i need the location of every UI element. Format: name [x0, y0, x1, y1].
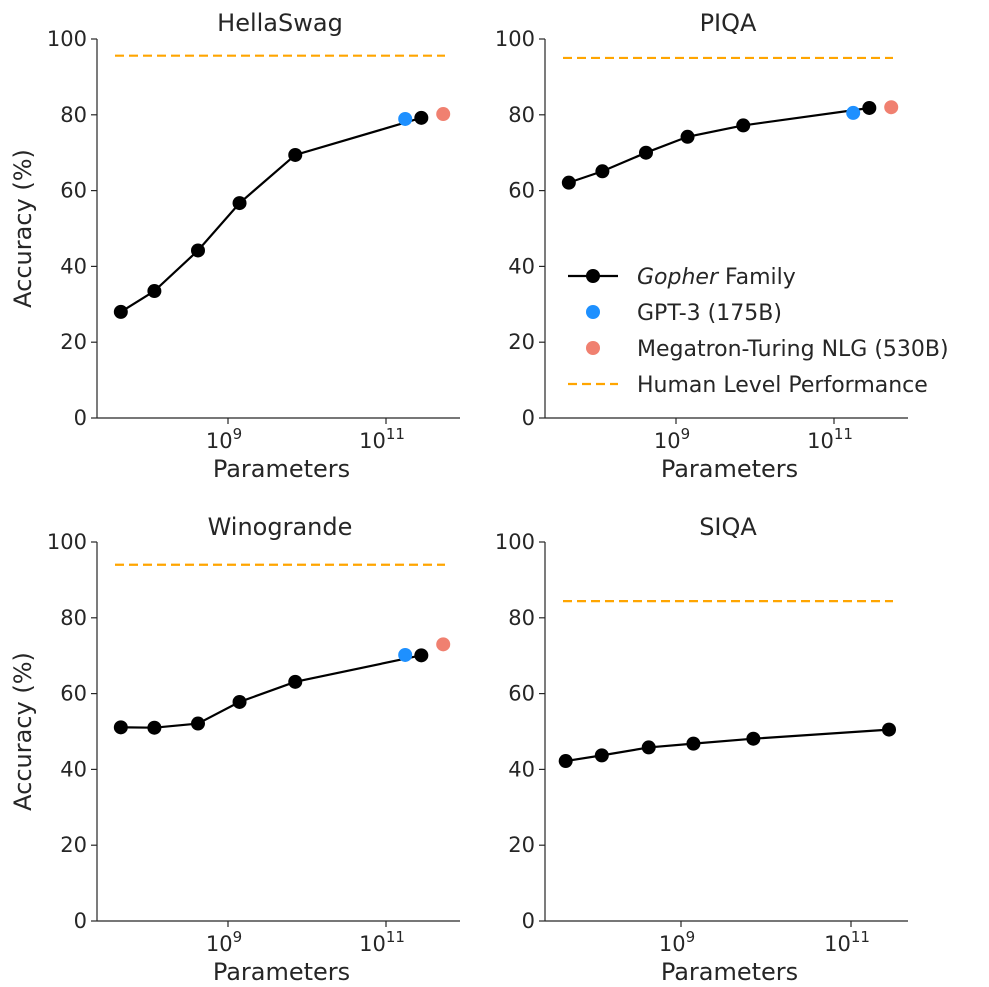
- x-tick-label: 1011: [359, 425, 405, 453]
- mtnlg-point: [436, 107, 451, 122]
- x-tick-label: 109: [206, 928, 242, 956]
- gopher-point: [862, 100, 877, 115]
- gopher-point: [746, 731, 761, 746]
- x-axis-label: Parameters: [661, 455, 798, 483]
- legend-item-human: Human Level Performance: [568, 373, 928, 398]
- gopher-point: [736, 118, 751, 133]
- legend: Gopher Family GPT-3 (175B) Megatron-Turing…: [568, 265, 949, 398]
- legend-label: Human Level Performance: [637, 373, 928, 398]
- panel-title: Winogrande: [208, 513, 353, 541]
- gpt3-point: [398, 647, 413, 662]
- panel-piqa: PIQA 0 20 40 60 80 100 109 1011 Parameters: [495, 9, 908, 483]
- gopher-point: [680, 129, 695, 144]
- y-tick-label: 0: [522, 406, 535, 430]
- x-tick-label: 109: [659, 928, 695, 956]
- y-tick-label: 60: [508, 179, 535, 203]
- gopher-line: [565, 728, 890, 763]
- legend-item-gopher: Gopher Family: [568, 265, 796, 290]
- x-tick-label: 109: [206, 425, 242, 453]
- panel-title: HellaSwag: [217, 9, 343, 37]
- panel-hellaswag: HellaSwag 0 20 40 60 80 100 109 1011 Parameters Ac…: [9, 9, 460, 483]
- gopher-point: [882, 722, 897, 737]
- gpt3-point: [398, 111, 413, 126]
- y-tick-label: 0: [74, 909, 87, 933]
- panel-siqa: SIQA 0 20 40 60 80 100 109 1011 Parameters: [495, 513, 908, 986]
- gopher-point: [288, 147, 303, 162]
- y-tick-label: 20: [508, 833, 535, 857]
- gopher-point: [232, 196, 247, 211]
- y-tick-label: 100: [495, 27, 535, 51]
- gopher-point: [414, 110, 429, 125]
- x-axis-label: Parameters: [661, 958, 798, 986]
- x-tick-label: 1011: [359, 928, 405, 956]
- y-tick-label: 0: [522, 909, 535, 933]
- panel-title: PIQA: [700, 9, 757, 37]
- legend-marker: [586, 269, 600, 283]
- gopher-point: [147, 720, 162, 735]
- gopher-point: [594, 748, 609, 763]
- y-tick-label: 20: [508, 330, 535, 354]
- gopher-point: [113, 304, 128, 319]
- y-tick-label: 20: [60, 330, 87, 354]
- y-axis-label: Accuracy (%): [9, 149, 37, 308]
- y-tick-label: 60: [60, 179, 87, 203]
- mtnlg-point: [436, 637, 451, 652]
- gopher-point: [113, 720, 128, 735]
- gopher-point: [288, 674, 303, 689]
- gopher-point: [232, 694, 247, 709]
- gopher-point: [190, 243, 205, 258]
- gopher-line: [120, 116, 422, 313]
- legend-marker: [586, 305, 600, 319]
- legend-item-gpt3: GPT-3 (175B): [586, 301, 782, 326]
- gopher-point: [558, 754, 573, 769]
- panel-winogrande: Winogrande 0 20 40 60 80 100 109 1011 Parameters A…: [9, 513, 460, 986]
- y-tick-label: 80: [60, 606, 87, 630]
- y-tick-label: 0: [74, 406, 87, 430]
- y-tick-label: 80: [508, 103, 535, 127]
- x-axis-label: Parameters: [213, 455, 350, 483]
- y-tick-label: 40: [508, 254, 535, 278]
- x-tick-label: 109: [654, 425, 690, 453]
- x-tick-label: 1011: [824, 928, 870, 956]
- y-axis-label: Accuracy (%): [9, 652, 37, 811]
- y-tick-label: 100: [47, 27, 87, 51]
- y-tick-label: 100: [495, 530, 535, 554]
- legend-label: GPT-3 (175B): [637, 301, 782, 326]
- gopher-line: [568, 106, 870, 184]
- gopher-point: [414, 648, 429, 663]
- y-tick-label: 40: [60, 254, 87, 278]
- y-tick-label: 80: [60, 103, 87, 127]
- y-tick-label: 40: [508, 757, 535, 781]
- gopher-line: [120, 654, 422, 729]
- gopher-point: [595, 164, 610, 179]
- panel-title: SIQA: [699, 513, 757, 541]
- y-tick-label: 60: [508, 682, 535, 706]
- x-tick-label: 1011: [807, 425, 853, 453]
- y-tick-label: 60: [60, 682, 87, 706]
- legend-label: Gopher Family: [637, 265, 796, 290]
- y-tick-label: 40: [60, 757, 87, 781]
- gopher-point: [147, 284, 162, 299]
- gopher-point: [561, 175, 576, 190]
- gopher-point: [641, 740, 656, 755]
- gopher-point: [190, 716, 205, 731]
- gopher-point: [686, 736, 701, 751]
- y-tick-label: 20: [60, 833, 87, 857]
- mtnlg-point: [884, 100, 899, 115]
- legend-item-mtnlg: Megatron-Turing NLG (530B): [586, 337, 949, 362]
- gopher-point: [638, 145, 653, 160]
- y-tick-label: 100: [47, 530, 87, 554]
- legend-label: Megatron-Turing NLG (530B): [637, 337, 949, 362]
- legend-marker: [586, 341, 600, 355]
- y-tick-label: 80: [508, 606, 535, 630]
- x-axis-label: Parameters: [213, 958, 350, 986]
- gpt3-point: [846, 105, 861, 120]
